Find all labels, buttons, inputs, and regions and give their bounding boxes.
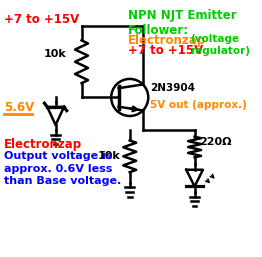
- Text: Electronzap: Electronzap: [4, 138, 82, 151]
- Text: 2N3904: 2N3904: [150, 83, 195, 93]
- Text: 10k: 10k: [97, 151, 120, 161]
- Text: Electronzap: Electronzap: [128, 34, 206, 48]
- Text: +7 to +15V: +7 to +15V: [4, 13, 79, 26]
- Text: 5V out (approx.): 5V out (approx.): [150, 100, 247, 110]
- Text: 220Ω: 220Ω: [199, 137, 232, 148]
- Text: Output voltage is
approx. 0.6V less
than Base voltage.: Output voltage is approx. 0.6V less than…: [4, 151, 121, 186]
- Text: NPN NJT Emitter
Follower:: NPN NJT Emitter Follower:: [128, 10, 237, 38]
- Text: +7 to +15V: +7 to +15V: [128, 44, 203, 57]
- Text: (voltage
regulator): (voltage regulator): [190, 34, 250, 56]
- Text: 10k: 10k: [43, 49, 66, 59]
- Text: 5.6V: 5.6V: [4, 101, 34, 114]
